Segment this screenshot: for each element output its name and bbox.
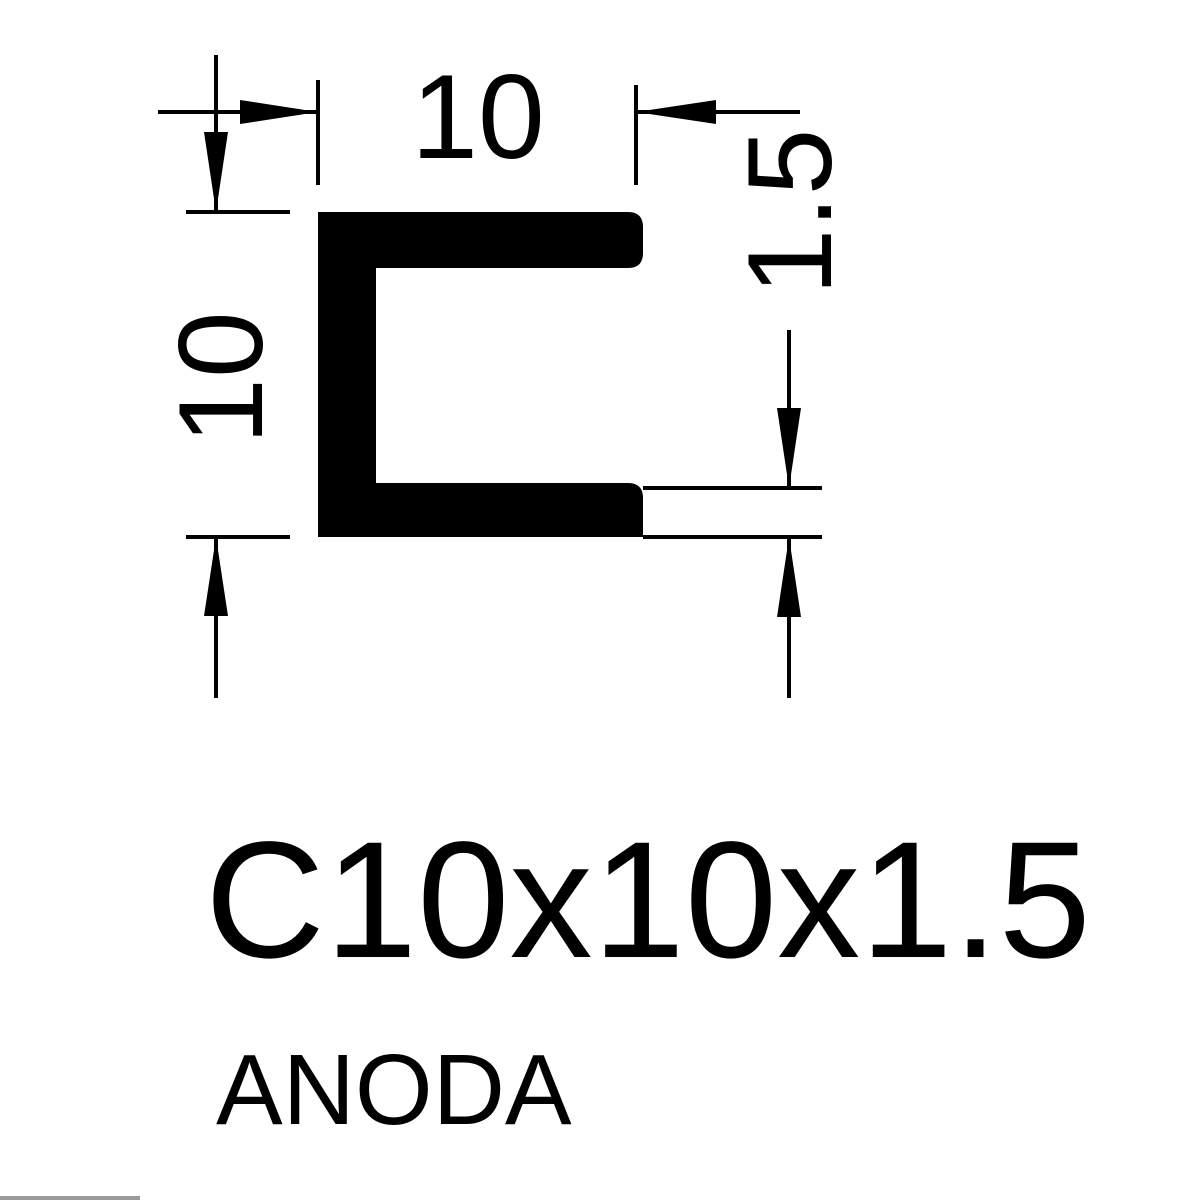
arrowhead-left-pointing — [636, 100, 716, 124]
arrowhead-right-pointing — [240, 100, 318, 124]
top-width-dimension: 10 — [158, 50, 800, 185]
width-value-label: 10 — [411, 50, 544, 184]
profile-designation: C10x10x1.5 — [205, 808, 1091, 993]
arrowhead-down-pointing — [204, 132, 228, 212]
arrowhead-up-pointing — [204, 537, 228, 616]
left-height-dimension: 10 — [154, 55, 290, 698]
thickness-value-label: 1.5 — [723, 129, 857, 296]
arrowhead-down-pointing — [777, 408, 801, 488]
height-value-label: 10 — [154, 311, 288, 444]
finish-label: ANODA — [216, 1034, 572, 1146]
c-channel-profile — [318, 212, 643, 537]
right-thickness-dimension: 1.5 — [643, 129, 857, 698]
bottom-edge-mark — [0, 1196, 140, 1200]
arrowhead-up-pointing — [777, 537, 801, 617]
